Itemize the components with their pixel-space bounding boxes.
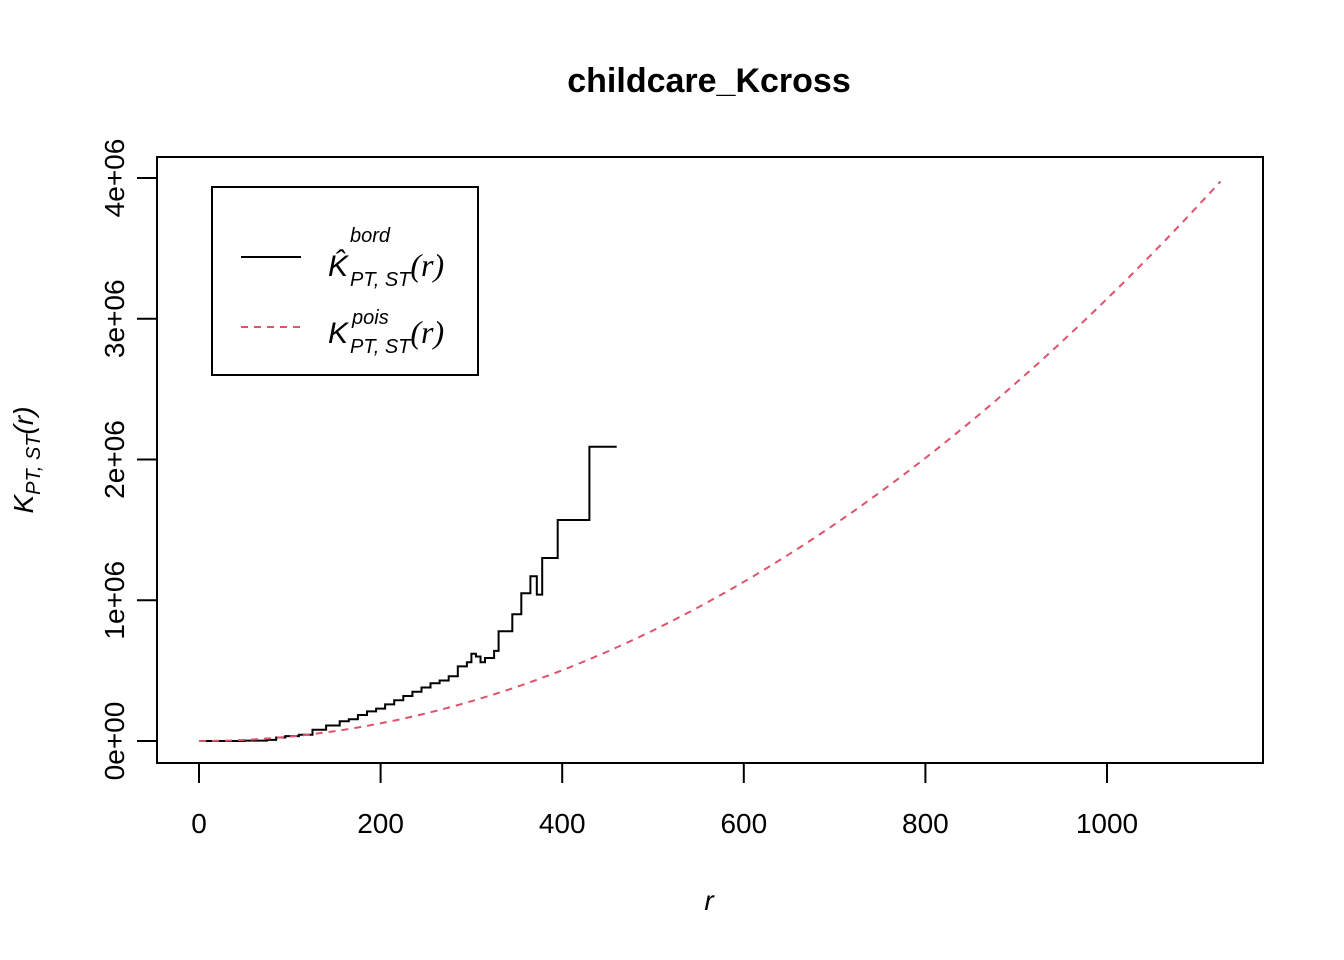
y-tick-label: 4e+06 [99,139,130,218]
series-bord-line [199,445,617,742]
series-pois-line [199,180,1222,742]
x-tick-label: 1000 [1076,808,1138,839]
legend-bord-main: K̂ [328,250,350,283]
y-axis-label-main: K [8,494,39,514]
y-axis-label: KPT, ST(r) [8,406,45,513]
legend-pois-sup: pois [351,307,389,329]
legend-bord-arg: (r) [410,247,444,283]
x-tick-label: 200 [357,808,404,839]
x-axis-label: r [704,885,715,916]
legend-pois-main: K [328,317,350,350]
y-tick-label: 0e+00 [99,702,130,781]
y-tick-label: 3e+06 [99,279,130,358]
y-tick-label: 1e+06 [99,561,130,640]
legend-bord-sup: bord [350,225,391,247]
x-axis: 0 200 400 600 800 1000 [191,762,1138,839]
x-tick-label: 400 [539,808,586,839]
legend-box [211,186,479,376]
y-axis: 0e+00 1e+06 2e+06 3e+06 4e+06 [99,139,158,781]
series-layer [199,180,1222,742]
legend-pois-arg: (r) [410,314,444,350]
y-axis-label-sub: PT, ST [23,433,45,495]
x-tick-label: 0 [191,808,207,839]
chart-title: childcare_Kcross [567,62,851,100]
legend-entry-bord: K̂bord PT, ST(r) [328,225,444,291]
legend-pois-sub: PT, ST [350,336,412,358]
x-tick-label: 800 [902,808,949,839]
x-tick-label: 600 [720,808,767,839]
y-tick-label: 2e+06 [99,420,130,499]
legend-bord-sub: PT, ST [350,269,412,291]
svg-text:KPT, ST(r): KPT, ST(r) [8,406,45,513]
y-axis-label-arg: (r) [8,406,39,434]
